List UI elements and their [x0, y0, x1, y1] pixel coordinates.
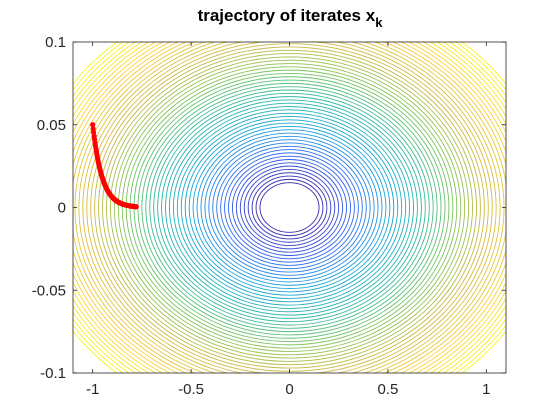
contour-level: [78, 42, 501, 373]
contour-level: [208, 139, 371, 276]
contour-level: [251, 175, 328, 240]
x-tick-label: 0.5: [377, 381, 398, 398]
chart-title: trajectory of iterates xk: [198, 6, 384, 30]
contour-level: [247, 172, 332, 243]
contour-level: [172, 109, 407, 306]
contour-level: [224, 152, 355, 263]
y-tick-label: 0.05: [37, 117, 66, 134]
contour-level: [255, 178, 324, 237]
contour-level: [243, 168, 336, 247]
contour-level: [121, 66, 458, 349]
contour-level: [192, 125, 387, 290]
x-tick-label: -1: [86, 381, 99, 398]
contour-level: [161, 99, 418, 316]
contour-level: [153, 92, 426, 323]
contour-level: [188, 122, 391, 293]
contour-level: [141, 82, 438, 333]
contour-level: [117, 63, 462, 352]
contour-level: [86, 42, 493, 373]
y-tick-label: -0.1: [40, 365, 66, 382]
contour-level: [113, 59, 466, 356]
contour-level: [149, 89, 430, 326]
contour-level: [82, 42, 497, 373]
contour-level: [145, 86, 434, 329]
contour-level: [176, 112, 403, 303]
axes: -1 -0.5 0 0.5 1 -0.1 -0.05 0 0.05 0.1: [32, 34, 506, 398]
chart-title-subscript: k: [375, 15, 383, 30]
contour-level: [204, 135, 375, 280]
contour-level: [220, 149, 359, 266]
x-tick-label: 0: [285, 381, 293, 398]
contour-level: [212, 142, 367, 273]
x-tick-label: -0.5: [178, 381, 204, 398]
contour-level: [90, 42, 489, 373]
contour-level: [168, 106, 411, 309]
contour-level: [196, 129, 383, 286]
trajectory-point: [133, 204, 139, 210]
contour-level: [180, 116, 399, 299]
contour-level: [235, 162, 344, 253]
contour-level: [109, 56, 470, 359]
x-tick-label: 1: [482, 381, 490, 398]
trajectory: [90, 122, 139, 210]
contour-level: [259, 182, 320, 233]
contour-level: [231, 159, 348, 256]
contour-level: [216, 145, 363, 270]
contour-level: [184, 119, 395, 296]
contour-level: [102, 49, 477, 366]
contour-level: [239, 165, 340, 250]
y-tick-label: 0.1: [45, 34, 66, 51]
y-tick-label: 0: [58, 200, 66, 217]
contour-level: [228, 155, 351, 260]
contour-level: [200, 132, 379, 283]
chart-title-main: trajectory of iterates x: [198, 6, 376, 25]
contour-level: [165, 102, 414, 313]
contour-level: [106, 53, 473, 362]
y-tick-label: -0.05: [32, 282, 66, 299]
contour-level: [157, 96, 422, 319]
contour-level: [98, 46, 481, 369]
